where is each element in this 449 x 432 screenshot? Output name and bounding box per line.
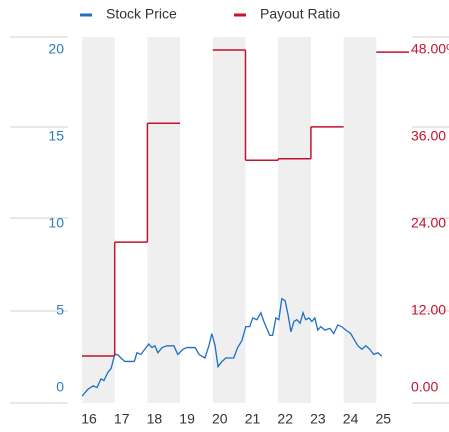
x-tick-label: 20 (212, 411, 228, 427)
x-band (147, 37, 181, 403)
y-tick-label: 10 (48, 215, 64, 231)
x-tick-label: 18 (147, 411, 163, 427)
y2-tick-label: 0.00 (411, 379, 438, 395)
y-tick-label: 15 (48, 128, 64, 144)
y-tick-label: 5 (56, 302, 64, 318)
price-line (81, 297, 383, 397)
x-tick-label: 22 (277, 411, 293, 427)
y2-tick-label: 48.00% (411, 41, 449, 57)
y2-tick-label: 12.00 (411, 302, 446, 318)
y2-tick-label: 36.00 (411, 128, 446, 144)
x-tick-label: 24 (343, 411, 359, 427)
y2-tick-label: 24.00 (411, 215, 446, 231)
y-tick-label: 20 (48, 41, 64, 57)
legend-label: Payout Ratio (260, 6, 340, 22)
legend-label: Stock Price (106, 6, 177, 22)
x-band (278, 37, 311, 403)
x-tick-label: 21 (245, 411, 261, 427)
x-band (212, 37, 246, 403)
y-tick-label: 0 (56, 379, 64, 395)
x-tick-label: 16 (81, 411, 97, 427)
band-layer (82, 37, 377, 403)
x-band (82, 37, 115, 403)
x-band (343, 37, 377, 403)
x-tick-label: 25 (376, 411, 392, 427)
x-tick-label: 19 (179, 411, 195, 427)
x-tick-label: 23 (310, 411, 326, 427)
x-tick-label: 17 (114, 411, 130, 427)
